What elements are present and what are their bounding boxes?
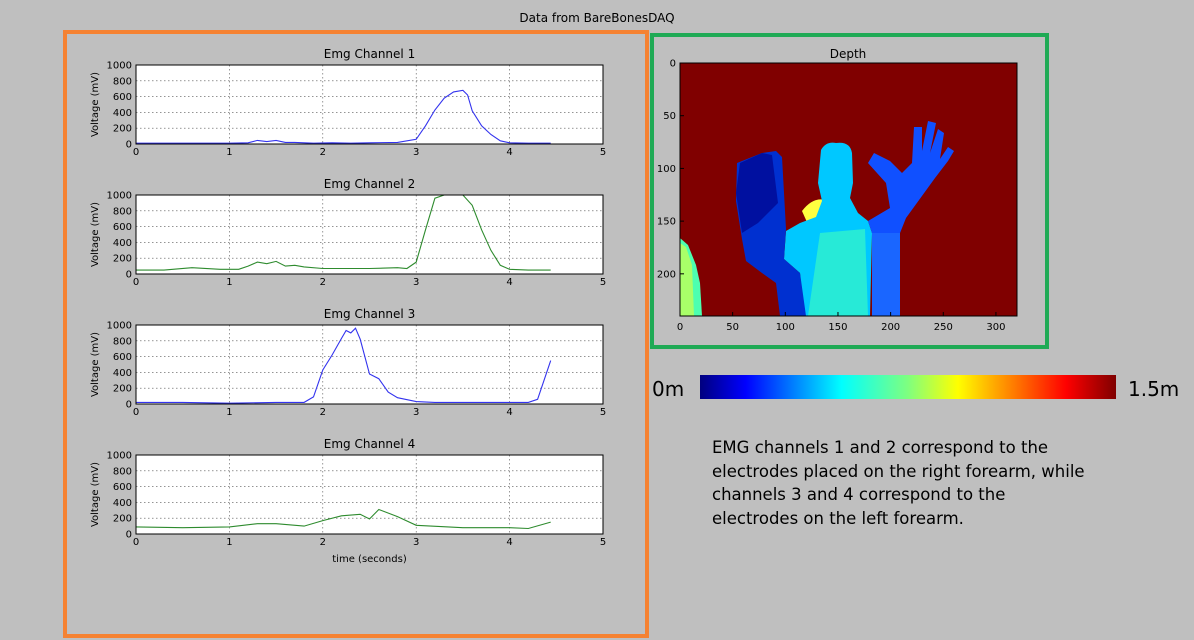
y-tick-label: 400: [113, 238, 132, 249]
y-tick-label: 50: [663, 111, 676, 122]
x-tick-label: 3: [413, 407, 419, 418]
x-tick-label: 5: [600, 147, 606, 158]
x-tick-label: 1: [226, 407, 232, 418]
x-tick-label: 100: [776, 322, 795, 333]
x-tick-label: 4: [506, 147, 512, 158]
y-tick-label: 200: [113, 254, 132, 265]
plot-frame: [135, 194, 604, 275]
x-tick-label: 0: [133, 537, 139, 548]
plot-area: [136, 65, 603, 144]
x-tick-label: 5: [600, 537, 606, 548]
x-tick-label: 0: [677, 322, 683, 333]
x-tick-label: 3: [413, 147, 419, 158]
x-tick-label: 2: [320, 277, 326, 288]
caption-note: EMG channels 1 and 2 correspond to the e…: [712, 438, 1085, 528]
y-tick-label: 200: [113, 514, 132, 525]
chart-title: Emg Channel 1: [324, 47, 415, 61]
depth-highlight-frame: [650, 33, 1049, 349]
emg-chart-2: 0 1 2 3 4 5 0 200 400 600 800 1000 Emg Channel 2 Volt…: [90, 177, 606, 288]
y-tick-label: 800: [113, 336, 132, 347]
y-tick-label: 1000: [107, 191, 132, 202]
x-tick-label: 4: [506, 537, 512, 548]
emg-series-line: [136, 327, 552, 404]
x-tick-label: 150: [828, 322, 847, 333]
x-tick-label: 50: [726, 322, 739, 333]
y-tick-label: 150: [657, 217, 676, 228]
y-axis-label: Voltage (mV): [90, 202, 101, 267]
x-tick-label: 3: [413, 277, 419, 288]
plot-frame: [135, 454, 604, 535]
depth-colorbar: [700, 375, 1116, 399]
y-tick-label: 800: [113, 206, 132, 217]
plot-area: [136, 455, 603, 534]
emg-series-line: [136, 89, 551, 144]
y-tick-label: 600: [113, 92, 132, 103]
y-tick-label: 400: [113, 108, 132, 119]
y-tick-label: 1000: [107, 61, 132, 72]
emg-highlight-frame: [63, 30, 649, 638]
emg-series-line: [135, 508, 551, 530]
chart-title: Emg Channel 3: [324, 307, 415, 321]
plot-frame: [135, 324, 604, 405]
x-tick-label: 250: [934, 322, 953, 333]
x-tick-label: 1: [226, 147, 232, 158]
y-tick-label: 0: [126, 400, 132, 411]
x-axis-label: time (seconds): [332, 554, 407, 565]
plot-frame: [135, 64, 604, 145]
y-tick-label: 600: [113, 482, 132, 493]
x-tick-label: 2: [320, 407, 326, 418]
x-tick-label: 0: [133, 147, 139, 158]
emg-chart-1: 0 1 2 3 4 5 0 200 400 600 800 1000 Emg Channel 1 Volt…: [90, 47, 606, 158]
depth-image: [680, 63, 1017, 316]
x-tick-label: 1: [226, 537, 232, 548]
y-axis-label: Voltage (mV): [90, 72, 101, 137]
colorbar-max-label: 1.5m: [1128, 377, 1180, 401]
plot-area: [136, 325, 603, 404]
y-tick-label: 1000: [107, 321, 132, 332]
emg-series-line: [136, 194, 551, 271]
y-tick-label: 600: [113, 222, 132, 233]
x-tick-label: 200: [881, 322, 900, 333]
y-tick-label: 0: [126, 270, 132, 281]
x-tick-label: 300: [986, 322, 1005, 333]
x-tick-label: 5: [600, 277, 606, 288]
y-tick-label: 100: [657, 164, 676, 175]
figure-title: Data from BareBonesDAQ: [519, 11, 675, 25]
y-tick-label: 400: [113, 368, 132, 379]
chart-title: Emg Channel 4: [324, 437, 415, 451]
x-tick-label: 2: [320, 537, 326, 548]
y-tick-label: 200: [113, 124, 132, 135]
y-tick-label: 0: [670, 59, 676, 70]
x-tick-label: 3: [413, 537, 419, 548]
emg-chart-4: 0 1 2 3 4 5 0 200 400 600 800 1000 Emg Channel 4 Volt…: [90, 437, 606, 565]
x-tick-label: 2: [320, 147, 326, 158]
y-axis-label: Voltage (mV): [90, 332, 101, 397]
y-tick-label: 600: [113, 352, 132, 363]
x-tick-label: 0: [133, 277, 139, 288]
emg-chart-3: 0 1 2 3 4 5 0 200 400 600 800 1000 Emg Channel 3 Volt…: [90, 307, 606, 418]
y-tick-label: 200: [657, 269, 676, 280]
y-tick-label: 800: [113, 76, 132, 87]
plot-area: [136, 195, 603, 274]
depth-chart: Depth 0 50 100 150 200 250 300 0 50 100 150 200: [657, 47, 1018, 333]
chart-title: Emg Channel 2: [324, 177, 415, 191]
x-tick-label: 1: [226, 277, 232, 288]
y-tick-label: 400: [113, 498, 132, 509]
y-tick-label: 0: [126, 530, 132, 541]
colorbar-min-label: 0m: [652, 377, 685, 401]
y-tick-label: 800: [113, 466, 132, 477]
x-tick-label: 5: [600, 407, 606, 418]
y-tick-label: 0: [126, 140, 132, 151]
x-tick-label: 4: [506, 407, 512, 418]
y-axis-label: Voltage (mV): [90, 462, 101, 527]
y-tick-label: 200: [113, 384, 132, 395]
y-tick-label: 1000: [107, 451, 132, 462]
x-tick-label: 0: [133, 407, 139, 418]
depth-title: Depth: [830, 47, 867, 61]
x-tick-label: 4: [506, 277, 512, 288]
